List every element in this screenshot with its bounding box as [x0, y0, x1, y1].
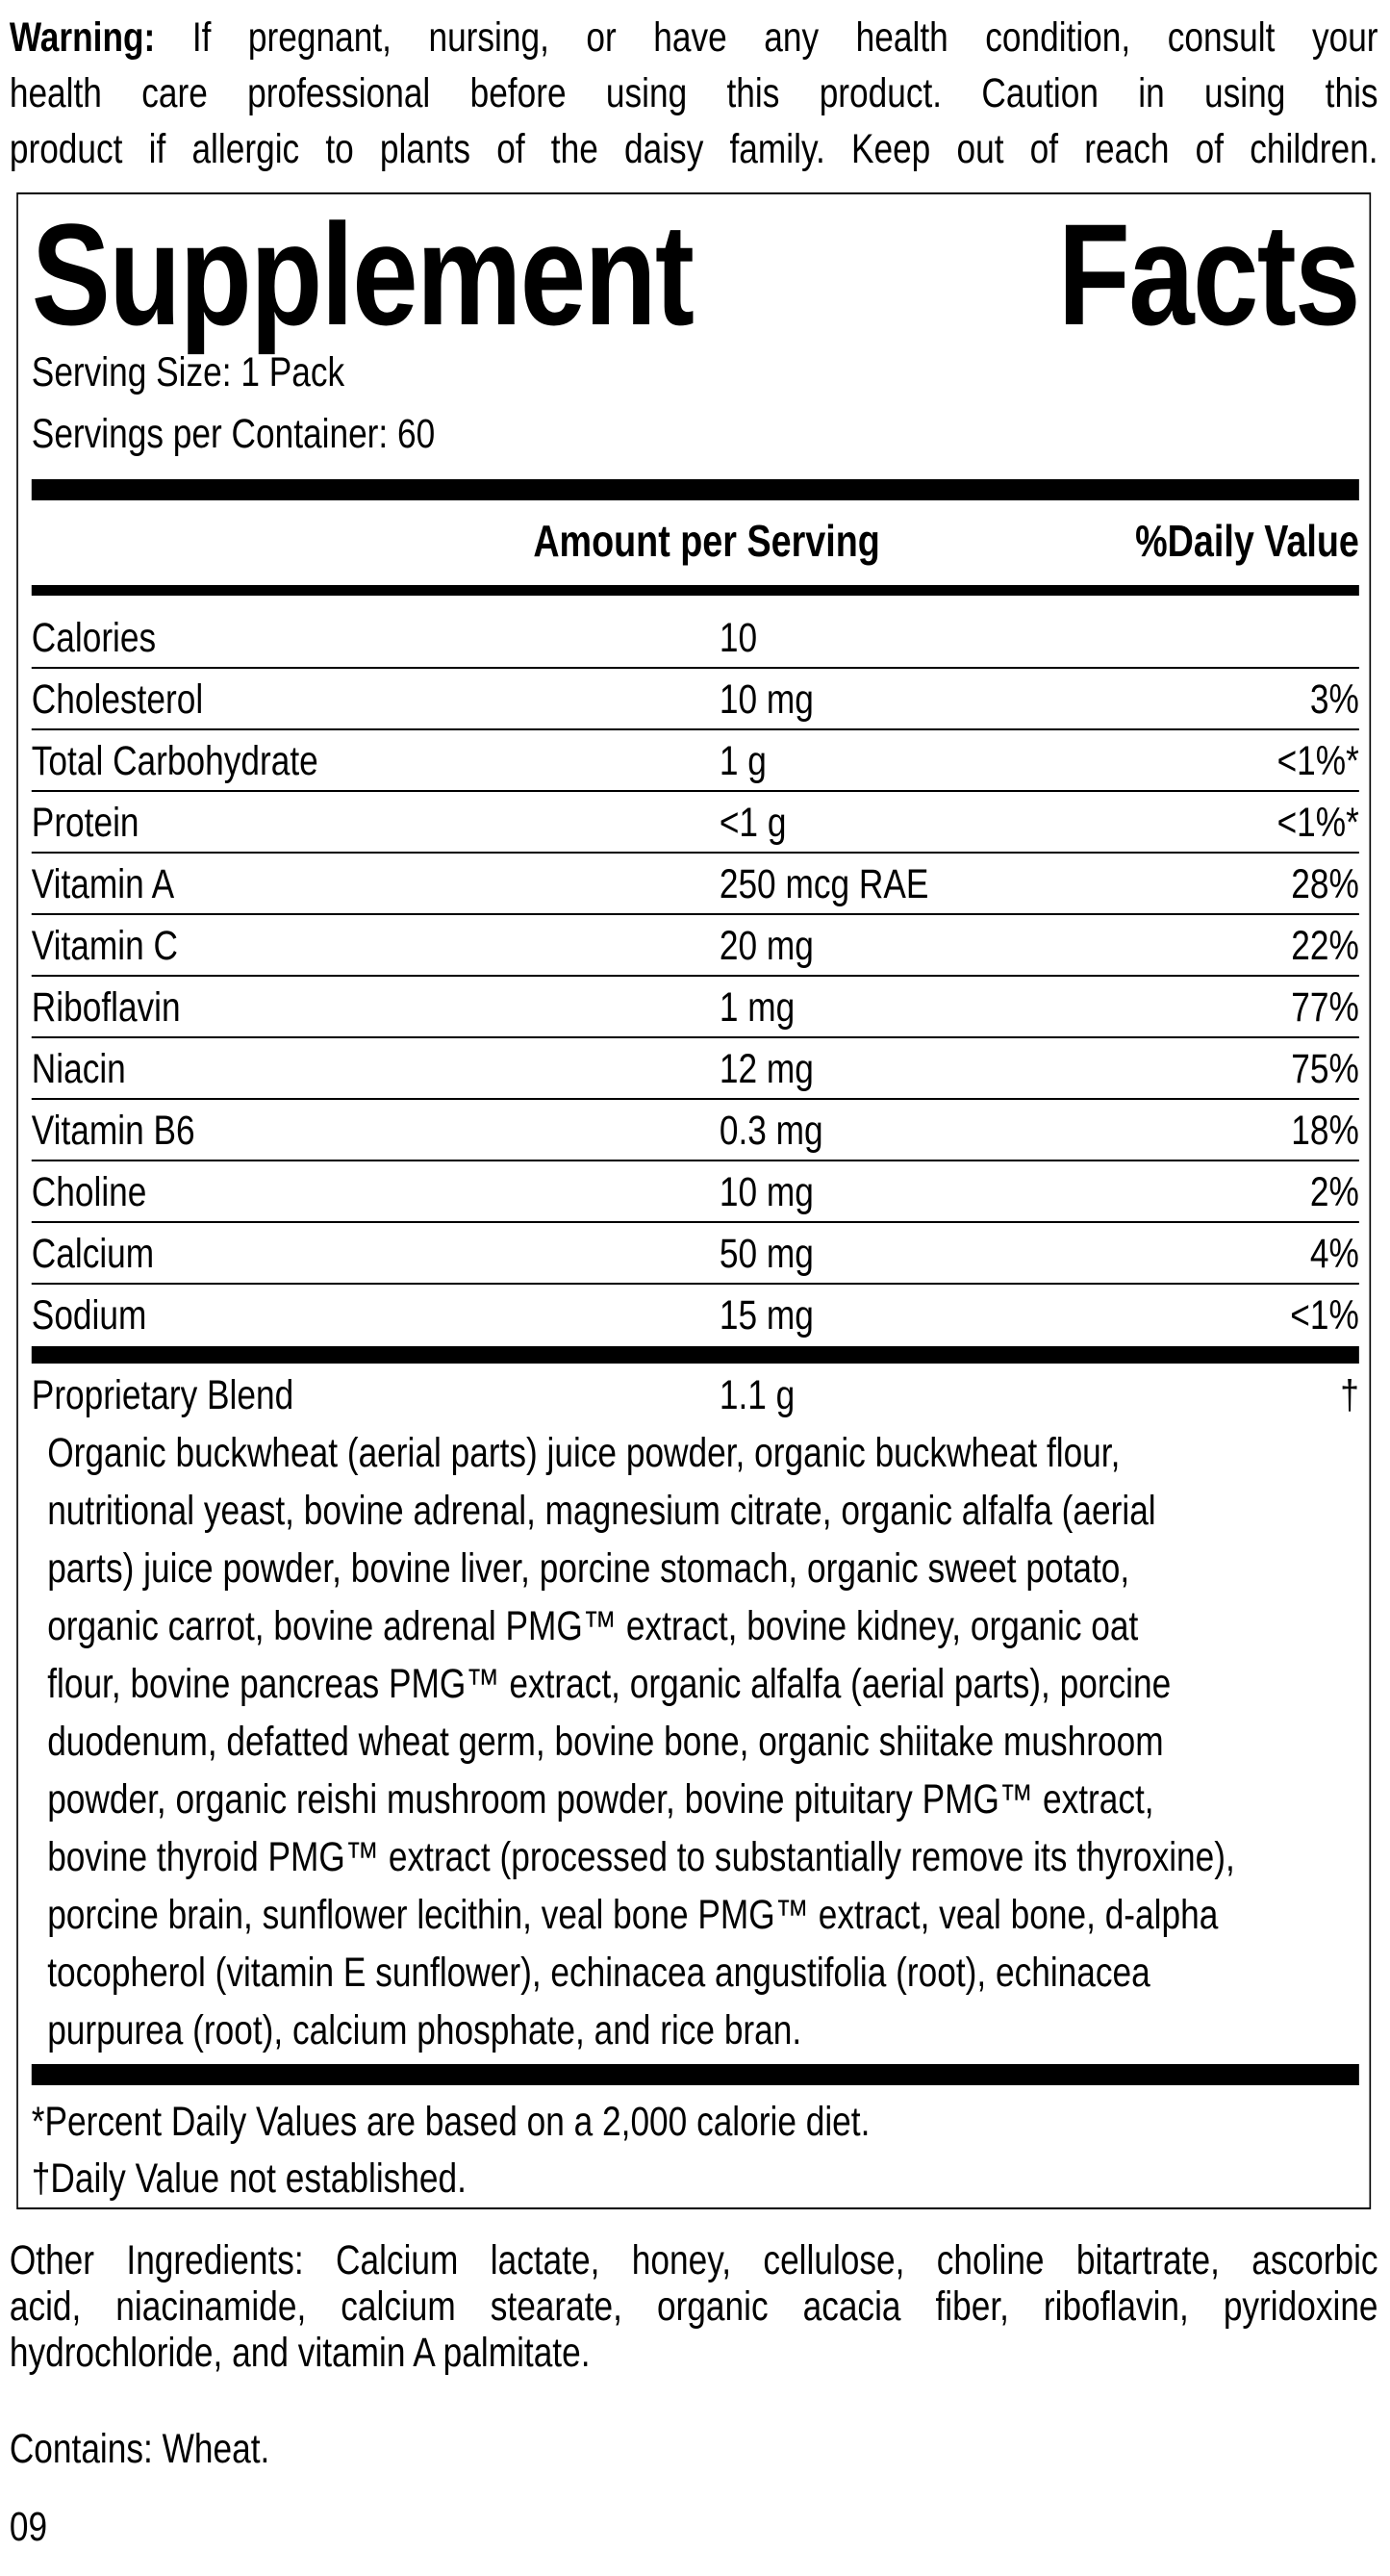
ingredient-line: Organic buckwheat (aerial parts) juice p… [47, 1430, 1121, 1476]
ingredient-line: tocopherol (vitamin E sunflower), echina… [47, 1950, 1150, 1996]
nutrient-amount: 20 mg [719, 923, 814, 969]
nutrient-name: Calcium [31, 1231, 155, 1277]
ingredient-line: nutritional yeast, bovine adrenal, magne… [47, 1488, 1156, 1534]
nutrient-row: Vitamin A 250 mcg RAE 28% [31, 854, 1359, 915]
nutrient-daily-value: 18% [1291, 1108, 1359, 1154]
nutrient-name: Vitamin B6 [31, 1108, 195, 1154]
nutrient-row: Calories 10 [31, 607, 1359, 669]
nutrient-name: Sodium [31, 1292, 147, 1339]
nutrient-row: Vitamin C 20 mg 22% [31, 915, 1359, 977]
footnote-dagger: †Daily Value not established. [31, 2155, 467, 2202]
nutrient-daily-value: <1% [1290, 1292, 1359, 1339]
nutrient-daily-value: 75% [1291, 1046, 1359, 1092]
supplement-facts-panel [16, 192, 1372, 2209]
serving-size: Serving Size: 1 Pack [31, 349, 345, 395]
nutrient-name: Calories [31, 615, 157, 661]
nutrient-row: Cholesterol 10 mg 3% [31, 669, 1359, 730]
contains-allergens: Contains: Wheat. [9, 2426, 270, 2472]
nutrient-name: Riboflavin [31, 984, 181, 1031]
medium-divider [31, 585, 1359, 596]
nutrient-name: Cholesterol [31, 676, 204, 723]
nutrient-amount: 10 [719, 615, 758, 661]
ingredient-line: powder, organic reishi mushroom powder, … [47, 1776, 1154, 1823]
warning-text: Warning: If pregnant, nursing, or have a… [10, 10, 1378, 177]
nutrient-daily-value: 3% [1309, 676, 1359, 723]
nutrient-name: Choline [31, 1169, 147, 1215]
footnote-daily-values: *Percent Daily Values are based on a 2,0… [31, 2099, 871, 2145]
blend-ingredients: Organic buckwheat (aerial parts) juice p… [47, 1424, 1235, 2059]
thick-divider [31, 479, 1359, 500]
proprietary-blend-row: Proprietary Blend 1.1 g † [31, 1372, 1359, 1418]
ingredient-line: flour, bovine pancreas PMG™ extract, org… [47, 1661, 1172, 1707]
label-code: 09 [9, 2504, 48, 2550]
ingredient-line: organic carrot, bovine adrenal PMG™ extr… [47, 1603, 1139, 1649]
nutrient-amount: 1 g [719, 738, 767, 784]
ingredient-line: parts) juice powder, bovine liver, porci… [47, 1545, 1130, 1592]
nutrient-amount: 12 mg [719, 1046, 814, 1092]
nutrient-amount: 1 mg [719, 984, 796, 1031]
nutrient-amount: 10 mg [719, 676, 814, 723]
nutrient-name: Protein [31, 800, 139, 846]
warning-line: product if allergic to plants of the dai… [9, 126, 1378, 172]
nutrient-daily-value: 2% [1309, 1169, 1359, 1215]
nutrient-amount: 50 mg [719, 1231, 814, 1277]
nutrient-amount: 250 mcg RAE [719, 861, 929, 907]
nutrient-name: Vitamin C [31, 923, 178, 969]
nutrient-name: Total Carbohydrate [31, 738, 318, 784]
nutrient-row: Protein <1 g <1%* [31, 792, 1359, 854]
warning-line: health care professional before using th… [9, 70, 1378, 116]
nutrient-name: Niacin [31, 1046, 126, 1092]
nutrient-amount: <1 g [719, 800, 787, 846]
nutrient-amount: 0.3 mg [719, 1108, 823, 1154]
ingredient-line: porcine brain, sunflower lecithin, veal … [47, 1892, 1219, 1938]
warning-label: Warning: [9, 14, 156, 61]
nutrient-daily-value: <1%* [1276, 800, 1359, 846]
nutrient-row: Choline 10 mg 2% [31, 1161, 1359, 1223]
nutrient-daily-value: <1%* [1276, 738, 1359, 784]
nutrient-daily-value: 77% [1291, 984, 1359, 1031]
nutrient-amount: 10 mg [719, 1169, 814, 1215]
nutrient-daily-value: 4% [1309, 1231, 1359, 1277]
nutrient-row: Niacin 12 mg 75% [31, 1038, 1359, 1100]
nutrient-row: Sodium 15 mg <1% [32, 1285, 1359, 1346]
nutrient-row: Total Carbohydrate 1 g <1%* [31, 730, 1359, 792]
thick-divider [31, 2064, 1359, 2085]
other-ingredients: Other Ingredients: Calcium lactate, hone… [9, 2237, 1378, 2376]
warning-line: Warning: If pregnant, nursing, or have a… [9, 14, 1378, 61]
ingredient-line: purpurea (root), calcium phosphate, and … [47, 2007, 802, 2053]
nutrient-row: Vitamin B6 0.3 mg 18% [31, 1100, 1359, 1161]
nutrient-row: Calcium 50 mg 4% [31, 1223, 1359, 1285]
nutrient-daily-value: 22% [1291, 923, 1359, 969]
servings-per-container: Servings per Container: 60 [31, 411, 436, 457]
ingredient-line: duodenum, defatted wheat germ, bovine bo… [47, 1719, 1164, 1765]
nutrient-daily-value: 28% [1291, 861, 1359, 907]
nutrient-name: Vitamin A [31, 861, 175, 907]
nutrient-row: Riboflavin 1 mg 77% [31, 977, 1359, 1038]
column-header: Amount per Serving %Daily Value [533, 516, 1359, 566]
nutrient-amount: 15 mg [719, 1292, 814, 1339]
thick-divider [31, 1346, 1359, 1364]
ingredient-line: bovine thyroid PMG™ extract (processed t… [47, 1834, 1235, 1880]
panel-title: Supplement Facts [31, 193, 1361, 355]
